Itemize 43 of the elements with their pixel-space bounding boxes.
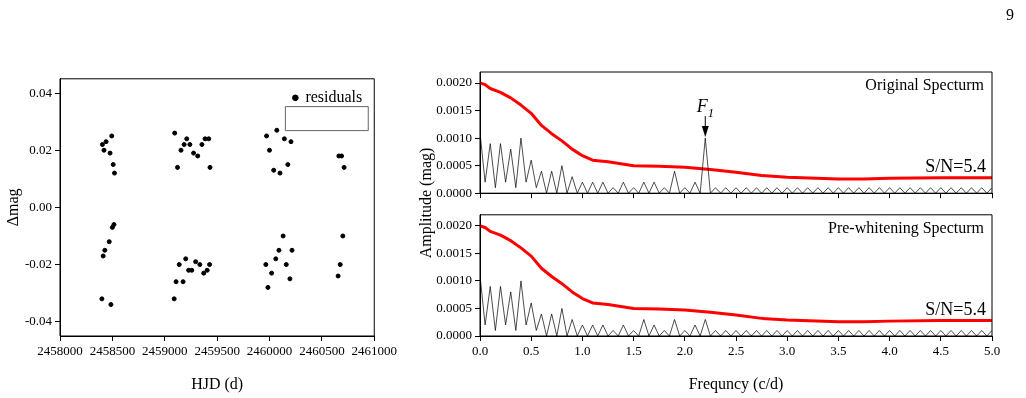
- y-tick-label: 0.0015: [436, 244, 472, 260]
- y-tick-label: 0.0010: [436, 129, 472, 145]
- x-tick-label: 2458500: [89, 343, 136, 359]
- annotation: S/N=5.4: [925, 155, 987, 176]
- x-tick-label: 2.5: [727, 343, 745, 359]
- x-axis-title: Frequncy (c/d): [688, 374, 784, 393]
- text: 9: [1006, 6, 1014, 24]
- x-tick-label: 2459000: [142, 343, 188, 359]
- x-tick-label: 4.5: [932, 343, 949, 359]
- legend-label: residuals: [305, 88, 363, 105]
- x-tick-label: 2.0: [676, 343, 693, 359]
- y-tick-label: -0.02: [24, 255, 52, 271]
- annotation: S/N=5.4: [925, 298, 987, 319]
- x-tick-label: 5.0: [983, 343, 1001, 359]
- x-tick-label: 1.0: [574, 343, 591, 359]
- x-tick-label: 2460500: [299, 343, 345, 359]
- y-axis-title: Amplitude (mag): [416, 147, 435, 259]
- y-tick-label: 0.0000: [436, 327, 472, 343]
- y-tick-label: 0.0020: [436, 217, 472, 233]
- y-tick-label: 0.0020: [436, 74, 472, 90]
- y-tick-label: 0.0005: [436, 299, 472, 315]
- annotation: Original Specturm: [865, 76, 985, 94]
- y-tick-label: 0.04: [29, 84, 53, 100]
- x-tick-label: 4.0: [881, 343, 898, 359]
- y-tick-label: 0.0000: [436, 184, 472, 200]
- x-tick-label: 3.5: [830, 343, 847, 359]
- x-tick-label: 2460000: [246, 343, 293, 359]
- x-tick-label: 2461000: [351, 343, 397, 359]
- x-tick-label: 3.0: [779, 343, 796, 359]
- y-tick-label: -0.04: [24, 313, 53, 329]
- x-axis-title: HJD (d): [191, 374, 244, 393]
- y-axis-title: Δmag: [3, 188, 22, 227]
- x-tick-label: 2458000: [37, 343, 83, 359]
- x-tick-label: 0.5: [523, 343, 540, 359]
- y-tick-label: 0.00: [29, 198, 52, 214]
- y-tick-label: 0.0005: [436, 157, 472, 173]
- x-tick-label: 0.0: [471, 343, 489, 359]
- y-tick-label: 0.02: [29, 141, 52, 157]
- x-tick-label: 2459500: [194, 343, 240, 359]
- annotation: Pre-whitening Specturm: [828, 218, 985, 237]
- y-tick-label: 0.0010: [436, 272, 472, 288]
- x-tick-label: 1.5: [625, 343, 642, 359]
- y-tick-label: 0.0015: [436, 101, 472, 117]
